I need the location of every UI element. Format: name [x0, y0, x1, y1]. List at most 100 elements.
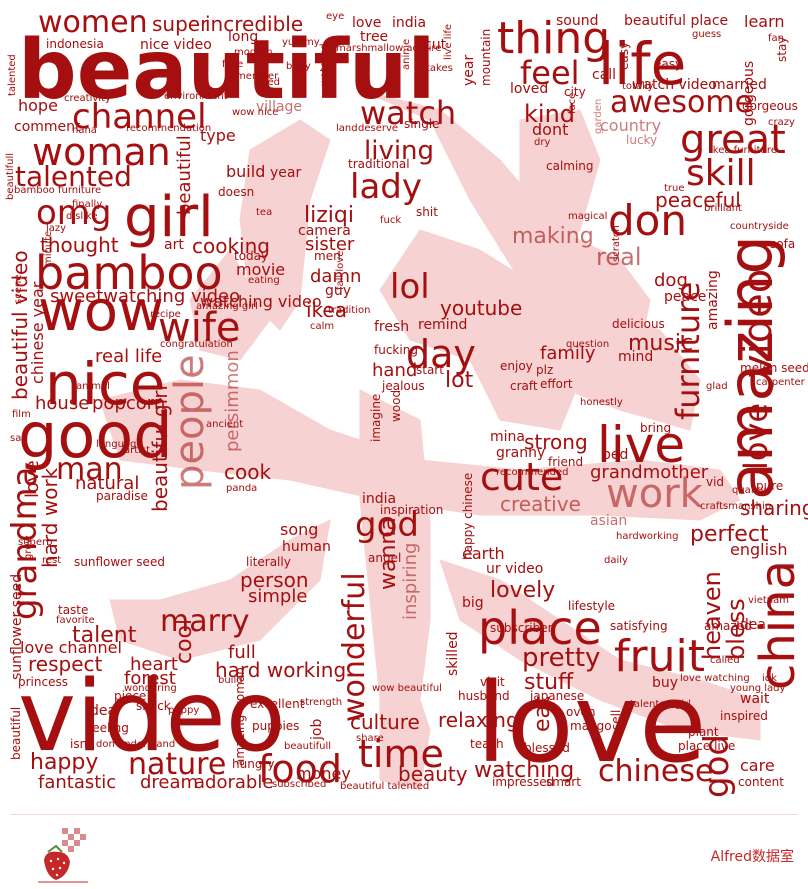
word-oven: oven [566, 705, 596, 719]
word-hungry: hungry [232, 757, 275, 771]
word-scene: scene [13, 274, 24, 304]
word-watching: watching [474, 758, 575, 783]
word-artist: artist [124, 445, 151, 456]
word-cloud: beautiful life thing awesome great women… [5, 8, 808, 799]
word-anime: anime [401, 38, 412, 70]
word-good: good [18, 399, 173, 472]
word-eating: eating [248, 275, 280, 286]
word-ancient: ancient [206, 419, 244, 430]
word-haha: haha [72, 125, 97, 136]
word-calming: calming [546, 159, 594, 173]
word-dont: dont [532, 120, 569, 139]
word-angel: angel [368, 551, 402, 565]
word-gorgeous-h: gorgeous [742, 99, 798, 113]
word-care: care [740, 756, 775, 775]
word-fuck: fuck [380, 215, 402, 226]
word-talented-v: talented [7, 54, 18, 96]
word-called: called [710, 655, 740, 666]
word-blessed: blessed [524, 741, 570, 755]
word-impressed: impressed [492, 775, 555, 789]
word-awesome: awesome [610, 85, 754, 120]
word-calm: calm [310, 321, 335, 332]
word-bamboo-furniture: bamboo furniture [14, 185, 102, 196]
word-mountain: mountain [479, 28, 493, 86]
word-body: body [286, 61, 311, 72]
word-full: full [228, 642, 256, 663]
word-nice: nice [45, 350, 166, 418]
word-channel: channel [72, 97, 207, 137]
word-jealous: jealous [382, 379, 425, 393]
word-woman: woman [32, 130, 171, 174]
word-strength: strength [300, 697, 343, 708]
word-cool: cool [172, 618, 197, 664]
word-brilliant: brilliant [704, 203, 742, 214]
word-mind: mind [618, 349, 654, 365]
word-talented-girl: talented girl [630, 699, 691, 710]
word-real: real [596, 243, 642, 271]
strawberry-icon [38, 828, 88, 883]
word-men: men [314, 249, 341, 263]
word-totally: totally [622, 81, 654, 92]
word-type: type [200, 126, 236, 145]
word-sister: sister [305, 234, 355, 255]
word-lol: lol [390, 267, 430, 307]
word-beautiful-place: beautiful place [624, 13, 729, 29]
word-lazy: lazy [46, 223, 67, 234]
word-eat: eat [530, 696, 555, 732]
word-glad: glad [706, 381, 728, 392]
word-perfect: perfect [690, 522, 769, 547]
word-love-small: love [352, 15, 382, 31]
word-start: start [416, 363, 444, 377]
word-marry: marry [160, 604, 250, 639]
word-guy: guy [325, 283, 352, 299]
word-yummy: yummy [282, 37, 320, 48]
word-true: true [664, 183, 685, 194]
word-melon-seed: melon seed [740, 361, 808, 375]
word-recommended: recommended [496, 467, 569, 478]
word-wood: wood [389, 389, 403, 422]
word-ve: love [22, 460, 43, 498]
word-beautifull-v: beautifull [5, 152, 16, 200]
word-culture: culture [350, 710, 420, 734]
word-omg: omg [36, 193, 112, 233]
word-magical: magical [568, 211, 608, 222]
word-mina: mina [490, 429, 525, 445]
word-simple: simple [248, 586, 308, 607]
word-beautiful-talented: beautiful talented [340, 781, 430, 792]
word-remember: remember [226, 71, 279, 82]
word-doesn: doesn [218, 185, 255, 199]
word-song: song [280, 520, 319, 539]
word-house: house [35, 393, 90, 414]
word-beautiful-girl: beautiful girl [148, 385, 172, 512]
word-excellent: excellent [250, 697, 305, 711]
word-india: india [362, 491, 397, 507]
word-india-small: india [392, 15, 427, 31]
word-time: time [358, 732, 444, 776]
word-sharing: sharing [740, 496, 808, 520]
word-people: people [167, 354, 213, 490]
word-sound: sound [556, 13, 599, 29]
word-lived: lived [256, 77, 280, 88]
word-bless: bless [722, 598, 750, 660]
word-amazed: amazed [704, 619, 752, 633]
word-sweetwatching-video: sweetwatching video [50, 286, 241, 307]
word-build: build [226, 162, 266, 181]
word-today: today [234, 249, 269, 263]
word-video-v: video [735, 268, 781, 378]
word-love-channel: love channel [20, 638, 122, 657]
word-dream: dream [140, 772, 199, 793]
word-heaven: heaven [698, 571, 726, 660]
word-watched: watched [319, 43, 330, 86]
word-congratulation: congratulation [160, 339, 233, 350]
word-money: money [296, 764, 351, 783]
word-skill: skill [686, 153, 756, 194]
word-pretty: pretty [522, 643, 601, 673]
word-lucky: lucky [626, 133, 658, 147]
word-wonderful: wonderful [337, 572, 372, 722]
word-feel: feel [520, 54, 580, 92]
word-love: love [476, 659, 707, 787]
word-creative: creative [500, 492, 581, 516]
word-subscribed: subscribed [272, 779, 327, 790]
word-earth: earth [462, 544, 505, 563]
word-teach: teach [470, 737, 504, 751]
